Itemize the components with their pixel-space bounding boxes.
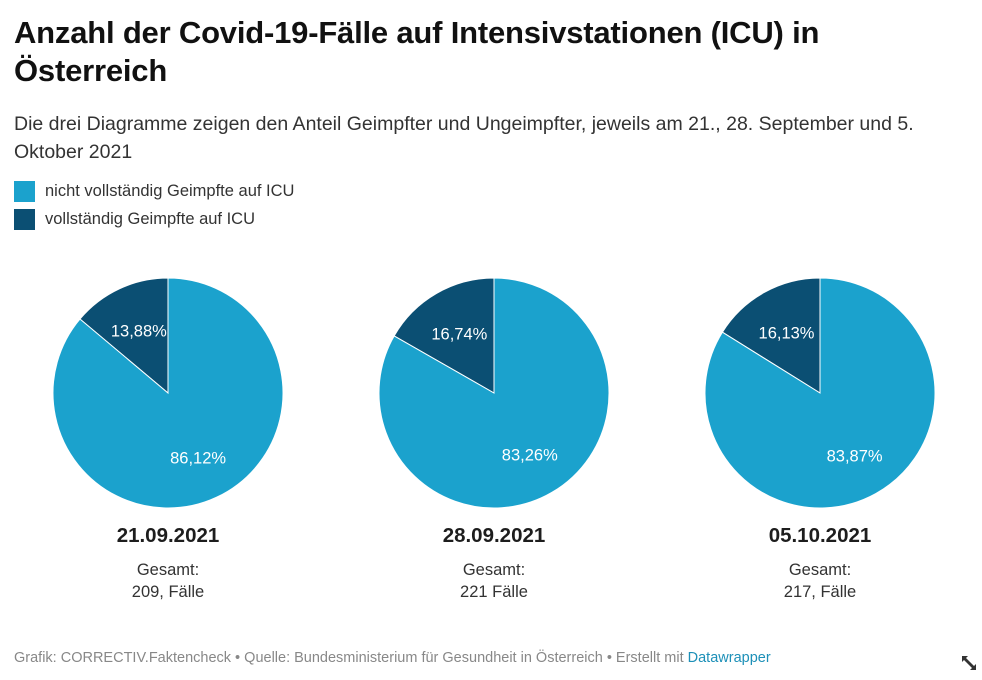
footer: Grafik: CORRECTIV.Faktencheck • Quelle: …: [14, 650, 771, 666]
legend-label-not-vaccinated: nicht vollständig Geimpfte auf ICU: [45, 181, 295, 200]
pie-3-label-vaccinated: 16,13%: [759, 325, 815, 343]
legend: nicht vollständig Geimpfte auf ICU volls…: [14, 177, 294, 233]
pie-total-3: Gesamt: 217, Fälle: [700, 559, 940, 603]
legend-label-vaccinated: vollständig Geimpfte auf ICU: [45, 209, 256, 228]
pie-total-value-2: 221 Fälle: [374, 581, 614, 603]
chart-subtitle: Die drei Diagramme zeigen den Anteil Gei…: [14, 113, 914, 163]
pie-total-number-1: 209: [131, 583, 160, 601]
pie-total-unit-1: Fälle: [168, 583, 205, 601]
pie-charts: 13,88% 86,12% 16,74% 83,26% 16,13% 83,87%: [52, 277, 936, 509]
pie-2-slice-vaccinated: [393, 277, 495, 394]
pie-total-label-1: Gesamt:: [136, 561, 200, 579]
pie-total-value-3: 217, Fälle: [783, 583, 857, 601]
pie-3-slice-not-vaccinated: [704, 277, 936, 509]
legend-item-vaccinated: vollständig Geimpfte auf ICU: [14, 205, 294, 233]
legend-item-not-vaccinated: nicht vollständig Geimpfte auf ICU: [14, 177, 294, 205]
pie-date-2: 28.09.2021: [442, 524, 546, 547]
footer-credits: Grafik: CORRECTIV.Faktencheck • Quelle: …: [14, 650, 684, 666]
expand-icon[interactable]: [960, 654, 978, 672]
pie-2-label-not-vaccinated: 83,26%: [502, 447, 558, 465]
legend-swatch-vaccinated: [14, 208, 35, 230]
pie-1-label-not-vaccinated: 86,12%: [170, 450, 226, 468]
pie-total-unit-2: Fälle: [492, 583, 528, 601]
pie-total-value-1: 209, Fälle: [131, 583, 205, 601]
pie-3-label-not-vaccinated: 83,87%: [827, 447, 883, 465]
pie-total-number-2: 221: [460, 583, 488, 601]
datawrapper-link[interactable]: Datawrapper: [687, 650, 771, 666]
pie-total-2: Gesamt: 221 Fälle: [374, 559, 614, 603]
pie-total-label-3: Gesamt:: [788, 561, 852, 579]
pie-1-slice-not-vaccinated: [52, 277, 284, 509]
pie-1-label-vaccinated: 13,88%: [111, 322, 167, 340]
pie-total-number-3: 217: [783, 583, 812, 601]
pie-date-3: 05.10.2021: [768, 524, 872, 547]
pie-date-1: 21.09.2021: [116, 524, 220, 547]
pie-3-slice-vaccinated: [721, 277, 821, 394]
pie-total-1: Gesamt: 209, Fälle: [48, 559, 288, 603]
pie-2-label-vaccinated: 16,74%: [431, 325, 487, 343]
legend-swatch-not-vaccinated: [14, 180, 35, 202]
pie-2-slice-not-vaccinated: [378, 277, 610, 509]
pie-total-unit-3: Fälle: [820, 583, 857, 601]
pie-total-label-2: Gesamt:: [462, 561, 526, 579]
chart-title: Anzahl der Covid-19-Fälle auf Intensivst…: [14, 15, 820, 88]
pie-1-slice-vaccinated: [79, 277, 169, 395]
